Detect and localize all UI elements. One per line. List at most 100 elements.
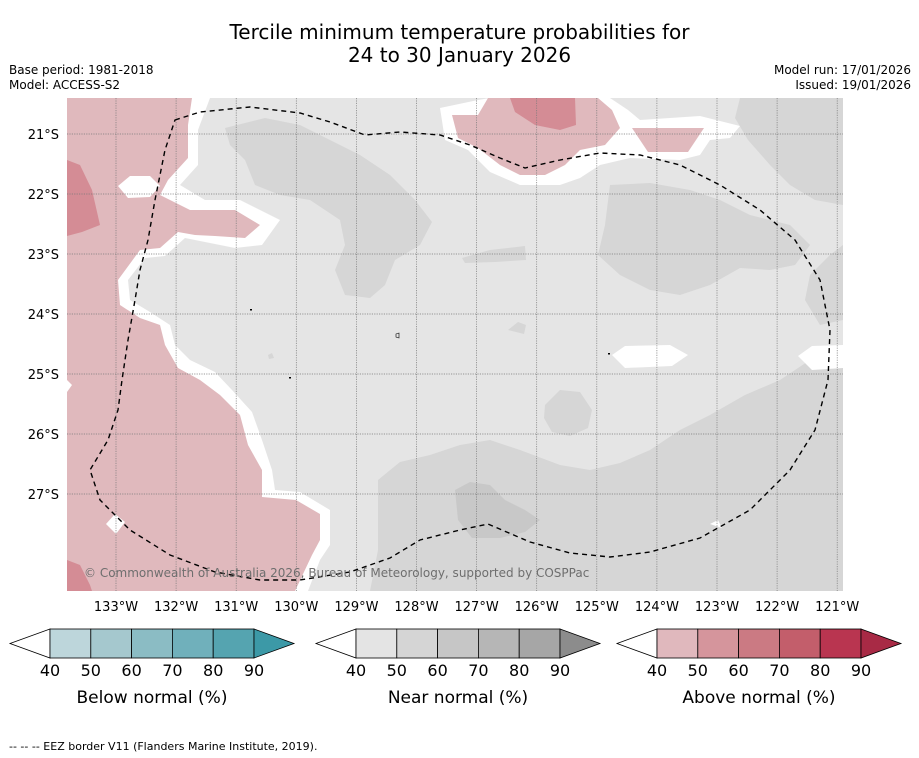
colorbar-tick: 80 (810, 661, 830, 680)
lon-label: 131°W (214, 600, 258, 615)
colorbar-tick: 40 (40, 661, 60, 680)
eez-footnote: -- -- -- EEZ border V11 (Flanders Marine… (9, 740, 318, 753)
colorbar-under-triangle (8, 628, 51, 659)
lon-label: 129°W (334, 600, 378, 615)
colorbar-box (819, 628, 862, 659)
island-mark-2 (250, 309, 252, 311)
lon-label: 123°W (695, 600, 739, 615)
near-normal-patch-east (598, 183, 810, 295)
white-hole-3 (67, 380, 72, 392)
colorbar-label: Below normal (%) (77, 688, 228, 708)
white-patch-east-2 (798, 345, 843, 370)
lat-label: 24°S (28, 308, 59, 323)
colorbar-under-triangle (615, 628, 658, 659)
colorbars: 40 50 60 70 80 90 Below normal (%) 40 50 60 70 80 90… (8, 628, 903, 708)
above-normal-dark-west (67, 160, 100, 236)
colorbar-box (49, 628, 92, 659)
colorbar-tick: 60 (121, 661, 141, 680)
near-normal-patch-far-east (805, 245, 843, 325)
colorbar-tick: 50 (387, 661, 407, 680)
lat-label: 22°S (28, 188, 59, 203)
lon-label: 126°W (515, 600, 559, 615)
colorbar-tick: 50 (688, 661, 708, 680)
lon-label: 130°W (274, 600, 318, 615)
lat-label: 25°S (28, 368, 59, 383)
colorbar-2: 40 50 60 70 80 90 Above normal (%) (615, 628, 903, 708)
lon-label: 132°W (154, 600, 198, 615)
near-normal-patch-north (225, 118, 432, 298)
near-normal-patch-northeast (735, 98, 843, 205)
white-hole-2 (106, 514, 125, 534)
lon-label: 127°W (455, 600, 499, 615)
base-period: Base period: 1981-2018 (9, 63, 154, 77)
near-normal-patch-stripe (462, 246, 526, 263)
model-name: Model: ACCESS-S2 (9, 78, 121, 92)
colorbar-tick: 70 (162, 661, 182, 680)
island-mark-5 (268, 353, 274, 359)
colorbar-tick: 60 (427, 661, 447, 680)
colorbar-tick: 70 (468, 661, 488, 680)
colorbar-box (90, 628, 133, 659)
lat-label: 23°S (28, 248, 59, 263)
colorbar-under-triangle (314, 628, 357, 659)
island-mark-1 (395, 332, 400, 339)
colorbar-0: 40 50 60 70 80 90 Below normal (%) (8, 628, 296, 708)
colorbar-box (355, 628, 398, 659)
colorbar-label: Above normal (%) (682, 688, 835, 708)
above-normal-dark-north (510, 98, 576, 130)
island-mark-4 (608, 353, 610, 355)
near-normal-patch-small (544, 390, 592, 436)
white-patch-east-1 (612, 345, 688, 368)
colorbar-box (738, 628, 780, 659)
lon-label: 122°W (755, 600, 799, 615)
copyright-text: © Commonwealth of Australia 2026, Bureau… (84, 566, 589, 580)
colorbar-tick: 50 (81, 661, 101, 680)
map-title-line2: 24 to 30 January 2026 (347, 43, 572, 67)
colorbar-tick: 90 (851, 661, 871, 680)
map-title-line1: Tercile minimum temperature probabilitie… (229, 20, 690, 44)
lat-label: 26°S (28, 428, 59, 443)
lon-label: 125°W (575, 600, 619, 615)
above-normal-dark-southwest (67, 560, 92, 591)
lon-label: 133°W (94, 600, 138, 615)
near-normal-patch-dot (508, 322, 526, 334)
meta-left: Base period: 1981-2018 Model: ACCESS-S2 (9, 63, 154, 93)
above-normal-area-west (67, 98, 320, 591)
colorbar-tick: 80 (509, 661, 529, 680)
colorbar-tick: 80 (203, 661, 223, 680)
latitude-labels: 21°S 22°S 23°S 24°S 25°S 26°S 27°S (28, 128, 59, 503)
colorbar-box (131, 628, 173, 659)
lon-label: 124°W (635, 600, 679, 615)
lon-label: 121°W (815, 600, 859, 615)
colorbar-box (437, 628, 479, 659)
colorbar-over-triangle (860, 628, 903, 659)
meta-right: Model run: 17/01/2026 Issued: 19/01/2026 (774, 63, 911, 93)
colorbar-over-triangle (559, 628, 602, 659)
island-mark-3 (289, 377, 291, 379)
eez-border (89, 106, 831, 581)
white-patch-east-3 (710, 520, 722, 528)
colorbar-box (697, 628, 739, 659)
white-hole-1 (118, 176, 160, 198)
map-gridlines (67, 98, 843, 591)
model-run: Model run: 17/01/2026 (773, 63, 911, 77)
colorbar-tick: 40 (647, 661, 667, 680)
colorbar-over-triangle (253, 628, 296, 659)
longitude-labels: 133°W 132°W 131°W 130°W 129°W 128°W 127°W 126°W… (94, 600, 860, 615)
colorbar-box (477, 628, 520, 659)
above-normal-area-northeast (632, 128, 704, 152)
colorbar-1: 40 50 60 70 80 90 Near normal (%) (314, 628, 602, 708)
colorbar-tick: 90 (244, 661, 264, 680)
issued-date: Issued: 19/01/2026 (795, 78, 911, 92)
colorbar-box (656, 628, 699, 659)
colorbar-tick: 60 (728, 661, 748, 680)
colorbar-box (779, 628, 821, 659)
lon-label: 128°W (394, 600, 438, 615)
map-plot-area (67, 98, 843, 591)
colorbar-tick: 70 (769, 661, 789, 680)
colorbar-tick: 40 (346, 661, 366, 680)
colorbar-box (518, 628, 561, 659)
colorbar-box (396, 628, 438, 659)
colorbar-box (171, 628, 214, 659)
